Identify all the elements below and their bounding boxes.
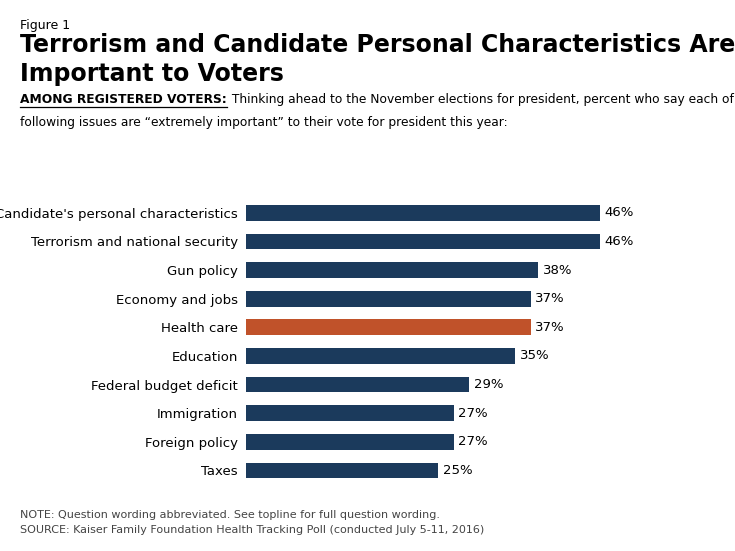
Text: Terrorism and Candidate Personal Characteristics Are Most: Terrorism and Candidate Personal Charact… bbox=[20, 33, 735, 57]
Bar bbox=[246, 262, 538, 278]
Text: KAISER: KAISER bbox=[643, 503, 695, 516]
Text: FAMILY: FAMILY bbox=[648, 516, 689, 526]
Bar bbox=[246, 234, 600, 249]
Text: AMONG REGISTERED VOTERS:: AMONG REGISTERED VOTERS: bbox=[20, 93, 226, 106]
Text: 37%: 37% bbox=[535, 321, 564, 334]
Text: NOTE: Question wording abbreviated. See topline for full question wording.: NOTE: Question wording abbreviated. See … bbox=[20, 510, 440, 520]
Text: FOUNDATION: FOUNDATION bbox=[649, 529, 689, 534]
Bar bbox=[246, 291, 531, 306]
Bar bbox=[246, 320, 531, 335]
Text: Figure 1: Figure 1 bbox=[20, 19, 70, 33]
Text: 25%: 25% bbox=[443, 464, 473, 477]
Text: 27%: 27% bbox=[459, 435, 488, 449]
Text: 29%: 29% bbox=[473, 378, 503, 391]
Bar bbox=[246, 377, 469, 392]
Text: SOURCE: Kaiser Family Foundation Health Tracking Poll (conducted July 5-11, 2016: SOURCE: Kaiser Family Foundation Health … bbox=[20, 525, 484, 534]
Bar bbox=[246, 205, 600, 220]
Text: Important to Voters: Important to Voters bbox=[20, 62, 284, 86]
Text: following issues are “extremely important” to their vote for president this year: following issues are “extremely importan… bbox=[20, 116, 507, 129]
Text: THE HENRY J.: THE HENRY J. bbox=[649, 496, 689, 501]
Text: Thinking ahead to the November elections for president, percent who say each of : Thinking ahead to the November elections… bbox=[228, 93, 735, 106]
Bar bbox=[246, 406, 453, 421]
Text: 46%: 46% bbox=[604, 235, 634, 248]
Bar bbox=[246, 348, 515, 364]
Bar bbox=[246, 434, 453, 450]
Text: 38%: 38% bbox=[543, 263, 573, 277]
Text: 35%: 35% bbox=[520, 349, 549, 363]
Bar bbox=[246, 463, 438, 478]
Text: 27%: 27% bbox=[459, 407, 488, 420]
Text: 46%: 46% bbox=[604, 206, 634, 219]
Text: 37%: 37% bbox=[535, 292, 564, 305]
